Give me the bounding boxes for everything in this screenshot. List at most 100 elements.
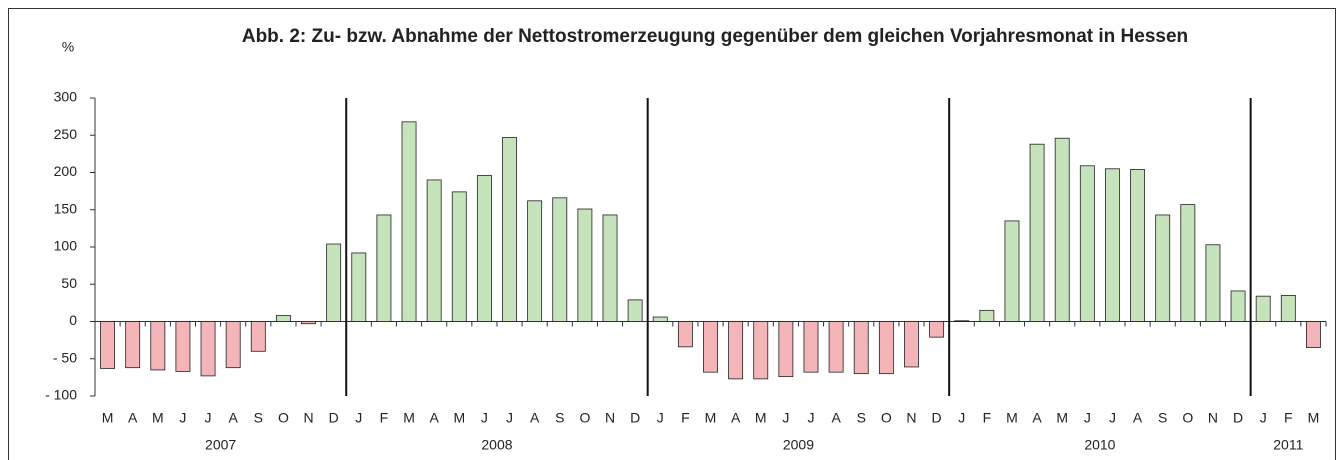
bar xyxy=(275,315,291,322)
bar xyxy=(853,321,869,375)
x-tick-label: N xyxy=(1208,410,1218,426)
x-tick-label: D xyxy=(932,410,942,426)
x-tick-label: F xyxy=(1284,410,1293,426)
bar xyxy=(200,321,216,377)
bar xyxy=(401,121,417,322)
bar xyxy=(301,321,316,325)
bar xyxy=(527,200,543,322)
bar xyxy=(904,321,919,368)
x-tick-label: J xyxy=(782,410,789,426)
y-tick-label: - 50 xyxy=(53,349,77,365)
bar xyxy=(225,321,241,369)
y-tick-label: - 100 xyxy=(45,387,77,403)
bar xyxy=(1180,204,1196,322)
bar xyxy=(100,321,115,369)
x-tick-label: N xyxy=(605,410,615,426)
bar xyxy=(1054,137,1070,322)
x-tick-label: J xyxy=(1260,410,1267,426)
bar xyxy=(150,321,166,371)
bar xyxy=(652,316,668,322)
y-tick-label: 50 xyxy=(61,275,77,291)
x-tick-label: F xyxy=(681,410,690,426)
x-tick-label: J xyxy=(205,410,212,426)
bar xyxy=(1280,295,1296,322)
x-tick-label: D xyxy=(329,410,339,426)
y-tick-label: 200 xyxy=(54,163,78,179)
bar xyxy=(878,321,894,375)
year-label: 2010 xyxy=(1084,437,1115,453)
bar xyxy=(1004,220,1020,322)
x-tick-label: A xyxy=(530,410,540,426)
bar xyxy=(1230,290,1246,322)
x-tick-label: O xyxy=(1182,410,1193,426)
x-tick-label: F xyxy=(380,410,389,426)
x-tick-label: M xyxy=(403,410,415,426)
x-tick-label: N xyxy=(303,410,313,426)
year-label: 2007 xyxy=(205,437,236,453)
bar xyxy=(552,197,568,322)
y-tick-label: 250 xyxy=(54,126,78,142)
bar xyxy=(1079,165,1095,322)
x-tick-label: A xyxy=(128,410,138,426)
y-axis-label: % xyxy=(62,39,74,55)
x-tick-label: A xyxy=(229,410,239,426)
bar xyxy=(627,299,643,322)
x-tick-label: M xyxy=(152,410,164,426)
bar xyxy=(326,243,342,322)
x-tick-label: F xyxy=(983,410,992,426)
frame xyxy=(8,8,1336,460)
x-tick-label: M xyxy=(453,410,465,426)
x-tick-label: O xyxy=(881,410,892,426)
bar xyxy=(979,309,995,322)
bar xyxy=(1306,321,1321,348)
bar xyxy=(929,321,945,338)
bar xyxy=(175,321,191,372)
bar xyxy=(954,320,970,322)
bar xyxy=(778,321,794,378)
bar xyxy=(476,175,492,322)
x-tick-label: O xyxy=(278,410,289,426)
x-tick-label: M xyxy=(102,410,114,426)
bar xyxy=(753,321,769,380)
x-tick-label: J xyxy=(355,410,362,426)
bar xyxy=(250,321,266,352)
bar xyxy=(1029,143,1045,322)
x-tick-label: M xyxy=(1056,410,1068,426)
y-tick-label: 150 xyxy=(54,200,78,216)
x-tick-label: J xyxy=(1109,410,1116,426)
x-tick-label: J xyxy=(1084,410,1091,426)
chart-title: Abb. 2: Zu- bzw. Abnahme der Nettostrome… xyxy=(241,26,1189,47)
x-tick-label: J xyxy=(481,410,488,426)
x-tick-label: S xyxy=(555,410,564,426)
x-tick-label: A xyxy=(731,410,741,426)
x-tick-label: M xyxy=(755,410,767,426)
bar xyxy=(803,321,819,373)
x-tick-label: M xyxy=(1006,410,1018,426)
bar xyxy=(376,214,392,322)
x-tick-label: A xyxy=(1032,410,1042,426)
bar xyxy=(502,137,517,322)
bar xyxy=(1155,214,1171,322)
x-tick-label: J xyxy=(958,410,965,426)
x-tick-label: J xyxy=(506,410,513,426)
x-tick-label: S xyxy=(857,410,866,426)
year-label: 2008 xyxy=(481,437,512,453)
bar xyxy=(1105,168,1120,322)
bar xyxy=(426,179,442,322)
y-tick-label: 100 xyxy=(54,238,78,254)
x-tick-label: A xyxy=(429,410,439,426)
bar xyxy=(1205,244,1221,322)
bar xyxy=(577,208,593,322)
year-label: 2011 xyxy=(1273,437,1303,453)
bar xyxy=(351,252,367,322)
bar xyxy=(728,321,744,380)
bar xyxy=(125,321,141,369)
x-tick-label: J xyxy=(179,410,186,426)
x-tick-label: A xyxy=(1133,410,1143,426)
year-label: 2009 xyxy=(783,437,814,453)
x-tick-label: O xyxy=(579,410,590,426)
x-tick-label: S xyxy=(254,410,263,426)
x-tick-label: A xyxy=(831,410,841,426)
